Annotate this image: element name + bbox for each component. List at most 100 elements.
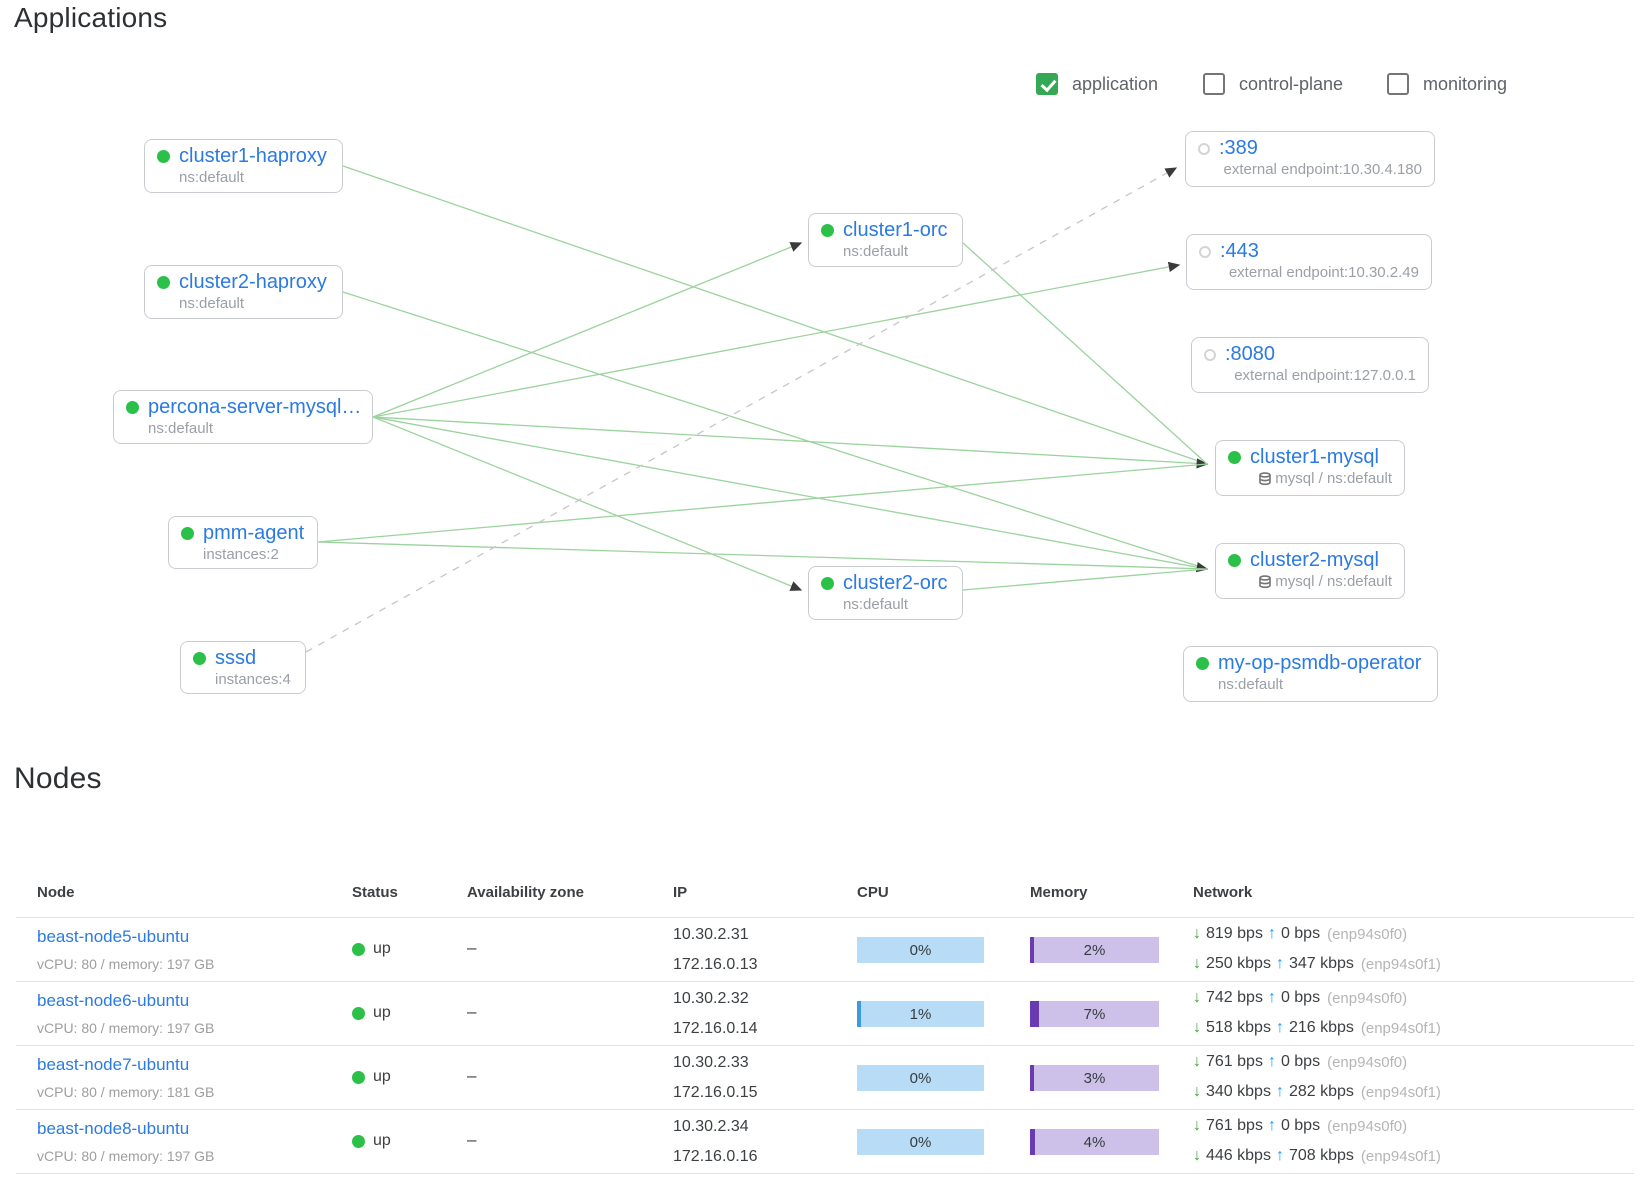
node-spec: vCPU: 80 / memory: 197 GB xyxy=(37,1020,215,1036)
graph-node-cluster2-orc[interactable]: cluster2-orc ns:default xyxy=(808,566,963,620)
graph-node-title[interactable]: cluster2-orc xyxy=(843,572,948,594)
filter-control-plane[interactable]: control-plane xyxy=(1203,73,1343,95)
upload-arrow-icon: ↑ xyxy=(1267,925,1276,942)
network-interface: (enp94s0f1) xyxy=(1360,1019,1441,1037)
status-green-dot-icon xyxy=(821,224,834,237)
download-arrow-icon: ↓ xyxy=(1193,1147,1201,1164)
network-up-value: 0 bps xyxy=(1280,925,1321,942)
status-green-dot-icon xyxy=(821,577,834,590)
node-link[interactable]: beast-node6-ubuntu xyxy=(37,991,190,1010)
node-spec: vCPU: 80 / memory: 197 GB xyxy=(37,1148,215,1164)
upload-arrow-icon: ↑ xyxy=(1267,1117,1276,1134)
download-arrow-icon: ↓ xyxy=(1193,1019,1201,1036)
network-up-value: 0 bps xyxy=(1280,989,1321,1006)
endpoint-ring-icon xyxy=(1199,245,1211,258)
graph-node-subtitle-text: mysql / ns:default xyxy=(1275,573,1392,590)
memory-usage-bar-fill xyxy=(1030,1001,1039,1027)
graph-node-title[interactable]: cluster1-haproxy xyxy=(179,145,327,167)
filter-label: control-plane xyxy=(1239,73,1344,94)
graph-node-endpoint-443[interactable]: :443 external endpoint:10.30.2.49 xyxy=(1186,234,1432,290)
upload-arrow-icon: ↑ xyxy=(1275,1147,1284,1164)
graph-node-cluster2-haproxy[interactable]: cluster2-haproxy ns:default xyxy=(144,265,343,319)
status-green-dot-icon xyxy=(157,276,170,289)
graph-node-cluster1-orc[interactable]: cluster1-orc ns:default xyxy=(808,213,963,267)
cpu-usage-bar: 1% xyxy=(857,1001,984,1027)
availability-zone-cell: – xyxy=(467,1002,477,1021)
graph-node-subtitle-text: instances:2 xyxy=(203,546,279,563)
network-interface: (enp94s0f1) xyxy=(1360,955,1441,973)
graph-node-my-op-psmdb-operator[interactable]: my-op-psmdb-operator ns:default xyxy=(1183,646,1438,702)
graph-node-subtitle: instances:4 xyxy=(193,671,293,688)
filter-bar: application control-plane monitoring xyxy=(0,72,1644,100)
dashed-edge xyxy=(305,167,1178,653)
graph-node-endpoint-389[interactable]: :389 external endpoint:10.30.4.180 xyxy=(1185,131,1435,187)
graph-node-subtitle-text: external endpoint:10.30.2.49 xyxy=(1228,264,1419,281)
cpu-usage-bar-label: 0% xyxy=(909,1133,932,1151)
cpu-usage-bar-label: 0% xyxy=(909,941,932,959)
graph-node-percona-server-mysql[interactable]: percona-server-mysql… ns:default xyxy=(113,390,373,444)
ip-primary: 10.30.2.33 xyxy=(673,1054,749,1071)
memory-usage-bar-label: 4% xyxy=(1083,1133,1106,1151)
graph-node-title[interactable]: :8080 xyxy=(1225,343,1276,365)
filter-application[interactable]: application xyxy=(1036,73,1158,95)
graph-node-title[interactable]: :443 xyxy=(1220,240,1259,262)
upload-arrow-icon: ↑ xyxy=(1275,1019,1284,1036)
row-separator xyxy=(16,1173,1634,1174)
graph-node-title[interactable]: my-op-psmdb-operator xyxy=(1218,652,1422,674)
edge xyxy=(372,416,1209,573)
status-up-icon xyxy=(352,1006,365,1020)
ip-secondary: 172.16.0.15 xyxy=(673,1084,758,1101)
applications-heading: Applications xyxy=(14,2,168,33)
node-link[interactable]: beast-node7-ubuntu xyxy=(37,1055,190,1074)
graph-node-title[interactable]: pmm-agent xyxy=(203,522,305,544)
network-line: ↓ 819 bps ↑ 0 bps (enp94s0f0) xyxy=(1193,925,1407,943)
graph-node-title[interactable]: :389 xyxy=(1219,137,1258,159)
unchecked-checkbox-icon[interactable] xyxy=(1387,73,1409,95)
edge xyxy=(962,568,1208,591)
network-line: ↓ 761 bps ↑ 0 bps (enp94s0f0) xyxy=(1193,1053,1407,1071)
graph-node-cluster1-haproxy[interactable]: cluster1-haproxy ns:default xyxy=(144,139,343,193)
graph-node-title[interactable]: cluster1-mysql xyxy=(1250,446,1379,468)
graph-node-subtitle: instances:2 xyxy=(181,546,305,563)
graph-node-title[interactable]: sssd xyxy=(215,647,257,669)
checked-checkbox-icon[interactable] xyxy=(1036,73,1058,95)
nodes-heading: Nodes xyxy=(14,762,102,795)
memory-usage-bar-label: 3% xyxy=(1083,1069,1106,1087)
network-down-value: 250 kbps xyxy=(1206,955,1271,972)
graph-node-subtitle: ns:default xyxy=(126,420,360,437)
network-up-value: 0 bps xyxy=(1280,1117,1321,1134)
graph-node-pmm-agent[interactable]: pmm-agent instances:2 xyxy=(168,516,318,569)
status-green-dot-icon xyxy=(1228,451,1241,464)
node-link[interactable]: beast-node5-ubuntu xyxy=(37,927,190,946)
memory-usage-bar-fill xyxy=(1030,937,1034,963)
edge xyxy=(342,165,1208,465)
network-line: ↓ 340 kbps ↑ 282 kbps (enp94s0f1) xyxy=(1193,1083,1441,1101)
memory-usage-bar: 2% xyxy=(1030,937,1159,963)
network-interface: (enp94s0f0) xyxy=(1327,989,1408,1007)
availability-zone-cell: – xyxy=(467,1066,477,1085)
ip-primary: 10.30.2.31 xyxy=(673,926,749,943)
node-link[interactable]: beast-node8-ubuntu xyxy=(37,1119,190,1138)
graph-node-endpoint-8080[interactable]: :8080 external endpoint:127.0.0.1 xyxy=(1191,337,1429,393)
graph-node-subtitle-text: external endpoint:10.30.4.180 xyxy=(1223,161,1423,178)
graph-node-title[interactable]: cluster1-orc xyxy=(843,219,948,241)
filter-monitoring[interactable]: monitoring xyxy=(1387,73,1507,95)
graph-node-cluster1-mysql[interactable]: cluster1-mysql mysql / ns:default xyxy=(1215,440,1405,496)
header-separator xyxy=(16,917,1634,918)
endpoint-ring-icon xyxy=(1198,142,1210,155)
graph-node-title[interactable]: percona-server-mysql… xyxy=(148,396,362,418)
graph-node-sssd[interactable]: sssd instances:4 xyxy=(180,641,306,694)
status-green-dot-icon xyxy=(181,527,194,540)
filter-label: application xyxy=(1072,73,1159,94)
graph-node-title[interactable]: cluster2-mysql xyxy=(1250,549,1379,571)
network-interface: (enp94s0f1) xyxy=(1360,1083,1441,1101)
status-green-dot-icon xyxy=(1196,657,1209,670)
status-label: up xyxy=(373,940,391,957)
graph-node-title[interactable]: cluster2-haproxy xyxy=(179,271,327,293)
graph-node-cluster2-mysql[interactable]: cluster2-mysql mysql / ns:default xyxy=(1215,543,1405,599)
row-separator xyxy=(16,981,1634,982)
network-down-value: 761 bps xyxy=(1206,1117,1263,1134)
status-up-icon xyxy=(352,1070,365,1084)
unchecked-checkbox-icon[interactable] xyxy=(1203,73,1225,95)
network-interface: (enp94s0f0) xyxy=(1327,925,1408,943)
